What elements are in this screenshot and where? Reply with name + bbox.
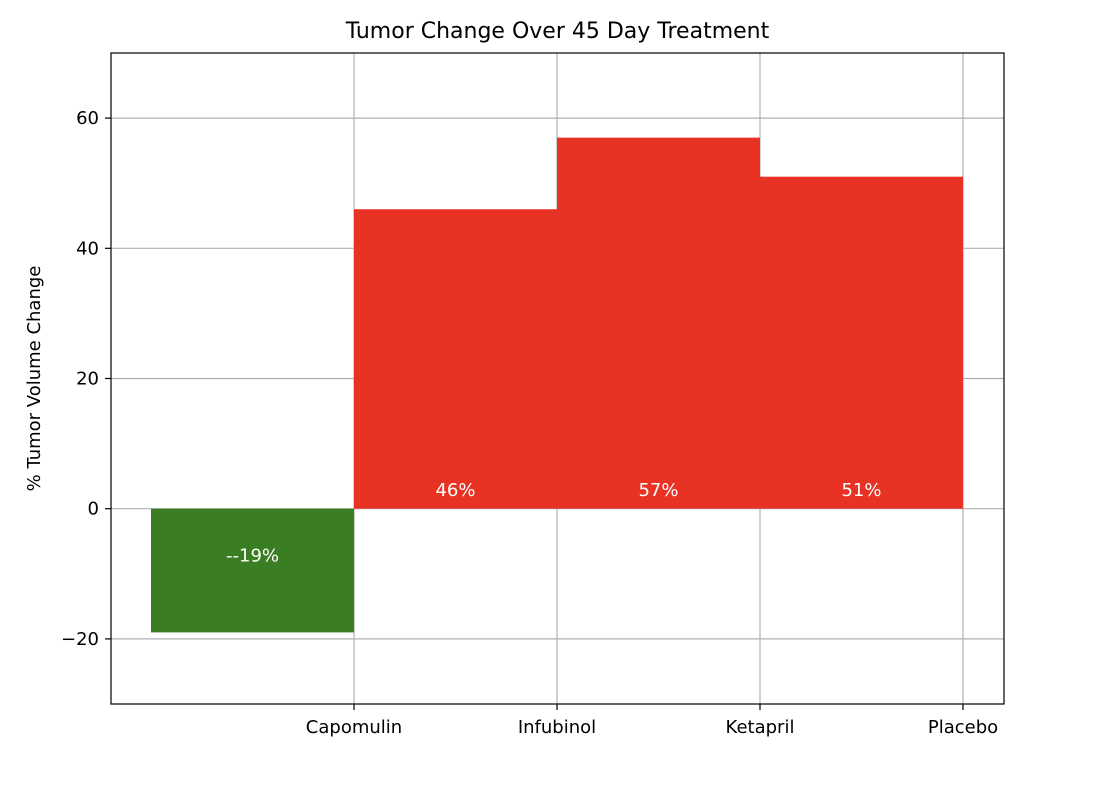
bar [354, 209, 557, 509]
bar [557, 137, 760, 509]
bar [151, 508, 354, 633]
bar [760, 176, 963, 509]
y-tick-label: 0 [88, 499, 99, 520]
bar-value-label: 51% [841, 480, 881, 501]
x-tick-label: Placebo [928, 717, 998, 738]
bar-value-label: --19% [226, 545, 279, 566]
x-tick-label: Ketapril [726, 717, 795, 738]
bar-value-label: 57% [638, 480, 678, 501]
y-axis-label: % Tumor Volume Change [24, 266, 45, 492]
bar-value-label: 46% [435, 480, 475, 501]
y-ticks: −20 0 20 40 60 [61, 108, 111, 650]
y-tick-label: 60 [76, 108, 99, 129]
x-ticks: Capomulin Infubinol Ketapril Placebo [306, 704, 998, 738]
y-tick-label: −20 [61, 629, 99, 650]
y-tick-label: 20 [76, 369, 99, 390]
bars [151, 137, 963, 633]
x-tick-label: Capomulin [306, 717, 402, 738]
y-tick-label: 40 [76, 238, 99, 259]
x-tick-label: Infubinol [518, 717, 596, 738]
bar-labels: --19% 46% 57% 51% [226, 480, 882, 566]
chart-title: Tumor Change Over 45 Day Treatment [345, 19, 770, 44]
